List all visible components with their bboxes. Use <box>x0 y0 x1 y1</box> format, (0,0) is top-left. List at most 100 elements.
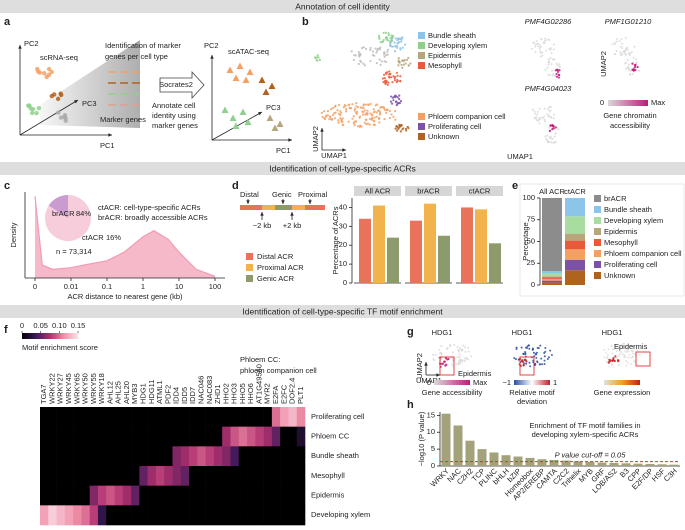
umap-point <box>369 46 372 50</box>
stacked-bar-segment <box>542 277 562 279</box>
colorbar-label: Max <box>473 378 487 387</box>
umap-point <box>552 125 555 128</box>
umap-point <box>603 356 606 359</box>
umap-point <box>394 127 397 130</box>
panel-letter: g <box>407 326 414 338</box>
umap-point <box>386 50 389 53</box>
heatmap-cell <box>164 485 173 506</box>
umap-point <box>525 360 528 363</box>
highlight-box <box>519 356 535 376</box>
umap-point <box>611 359 615 362</box>
panel-letter: a <box>4 16 11 28</box>
umap-point <box>382 31 385 34</box>
heatmap-cell <box>64 466 74 486</box>
umap-point <box>626 49 629 52</box>
column-label: WRKY55 <box>89 373 98 404</box>
arrow-head <box>108 133 112 137</box>
umap-point <box>399 79 402 83</box>
heatmap-cell <box>280 446 289 467</box>
legend-label: Developing xylem <box>604 216 663 225</box>
umap-point <box>621 47 624 50</box>
heatmap-cell <box>155 426 165 447</box>
umap-point <box>353 109 356 112</box>
umap-point <box>336 109 339 112</box>
heatmap-cell <box>213 426 223 447</box>
umap-point <box>621 353 624 356</box>
region-segment <box>305 205 325 210</box>
x-tick-label: 1 <box>141 282 145 291</box>
heatmap-cell <box>263 466 273 486</box>
umap-point <box>615 357 618 360</box>
marker-label: Marker genes <box>100 115 146 124</box>
heatmap-cell <box>73 466 82 486</box>
umap-point <box>549 47 552 50</box>
heatmap-cell <box>255 485 264 506</box>
umap-point <box>545 49 548 52</box>
umap-point <box>459 358 462 361</box>
arrow-head <box>74 100 78 104</box>
heatmap-cell <box>247 446 256 467</box>
umap-point <box>356 125 360 128</box>
legend-swatch <box>594 206 601 213</box>
heatmap-cell <box>180 407 190 427</box>
heatmap-cell <box>81 426 90 447</box>
bar-header: ctACR <box>564 187 586 196</box>
umap-point <box>41 70 47 76</box>
heatmap-cell <box>56 407 66 427</box>
bar-header: All ACR <box>539 187 565 196</box>
umap-point <box>385 38 388 41</box>
gene-title: HDG1 <box>512 328 533 337</box>
heatmap-cell <box>89 466 99 486</box>
heatmap-cell <box>81 407 90 427</box>
umap-point <box>554 132 557 135</box>
umap-point <box>357 50 360 54</box>
umap-point <box>316 56 319 59</box>
heatmap-cell <box>40 407 49 427</box>
bar <box>489 452 499 466</box>
umap-point <box>55 96 61 102</box>
heatmap-cell <box>122 485 132 506</box>
cell-triangle <box>226 66 234 73</box>
axis-label: PC2 <box>204 41 219 50</box>
umap-point <box>555 75 559 78</box>
umap-point <box>522 364 525 367</box>
umap-point <box>624 53 627 56</box>
umap-point <box>627 63 630 66</box>
stacked-bar-segment <box>542 282 562 285</box>
umap-point <box>399 75 402 78</box>
heatmap-cell <box>40 426 49 447</box>
umap-point <box>458 353 461 356</box>
heatmap-cell <box>222 426 231 447</box>
heatmap-cell <box>155 466 165 486</box>
column-label: HHO2 <box>221 383 230 404</box>
umap-point <box>352 115 355 118</box>
umap-point <box>432 358 435 361</box>
heatmap-cell <box>247 426 256 447</box>
umap-point <box>534 43 537 46</box>
umap-point <box>378 37 381 40</box>
umap-point <box>459 362 462 365</box>
umap-point <box>524 352 527 355</box>
heatmap-cell <box>56 446 66 467</box>
heatmap-cell <box>238 485 248 506</box>
umap-point <box>513 357 516 360</box>
y-tick-label: 5 <box>431 444 435 453</box>
section-header-bar <box>0 162 685 175</box>
umap-point <box>400 38 403 41</box>
umap-point <box>376 103 379 106</box>
umap-point <box>543 40 546 43</box>
umap-point <box>613 343 616 346</box>
umap-point <box>551 69 554 72</box>
umap-point <box>355 102 358 105</box>
umap-point <box>409 62 412 65</box>
umap-point <box>607 348 610 351</box>
arrow-head <box>308 200 312 204</box>
umap-point <box>558 65 561 68</box>
legend-swatch <box>418 42 425 49</box>
umap-point <box>534 117 537 120</box>
umap-point <box>463 360 466 363</box>
legend-swatch <box>594 195 601 202</box>
sample-size: n = 73,314 <box>56 247 92 256</box>
umap-point <box>384 82 388 85</box>
umap-point <box>404 127 408 130</box>
